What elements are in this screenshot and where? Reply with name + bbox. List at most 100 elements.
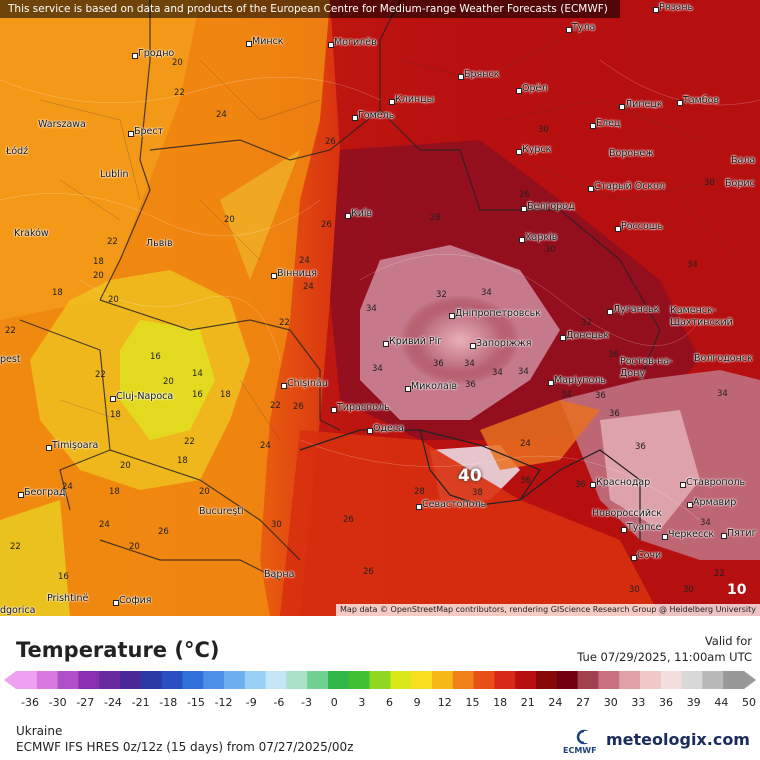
lviv-cool-zone [220, 150, 300, 280]
city-label: Орёл [515, 83, 548, 94]
scale-cell [432, 671, 454, 689]
temperature-label: 22 [279, 318, 290, 328]
city-label: Брест [127, 126, 164, 137]
temperature-label: 24 [216, 110, 227, 120]
city-label: pest [0, 354, 21, 365]
temperature-label: 22 [10, 542, 21, 552]
scale-cell [140, 671, 163, 689]
legend-title: Temperature (°C) [16, 638, 220, 662]
city-label: Борис [725, 178, 755, 189]
temperature-label: 20 [108, 295, 119, 305]
city-label: Брянск [457, 69, 500, 80]
scale-tick-label: 21 [520, 696, 535, 709]
city-label: Гродно [131, 48, 175, 59]
city-label: Львів [146, 238, 173, 249]
scale-cell [244, 671, 267, 689]
city-label: Prishtinë [47, 593, 89, 604]
scale-tick-label: 39 [686, 696, 701, 709]
temperature-label: 32 [436, 290, 447, 300]
scale-cell [515, 671, 537, 689]
temperature-label: 22 [270, 401, 281, 411]
temperature-label: 20 [172, 58, 183, 68]
temperature-label: 26 [293, 402, 304, 412]
temperature-label: 34 [518, 367, 529, 377]
valid-time: Tue 07/29/2025, 11:00am UTC [577, 650, 752, 664]
city-label: Могилёв [328, 37, 377, 48]
temperature-label: 22 [174, 88, 185, 98]
scale-cell [598, 671, 620, 689]
meteologix-brand[interactable]: meteologix.com [606, 730, 750, 749]
crimea-coast [419, 429, 541, 506]
kerch-coast [519, 449, 641, 540]
scale-tick-label: 33 [631, 696, 646, 709]
city-label: Краснодар [589, 477, 651, 488]
city-label: Тамбов [676, 95, 720, 106]
scale-cell [702, 671, 724, 689]
temperature-label: 18 [109, 487, 120, 497]
temperature-label: 26 [158, 527, 169, 537]
scale-tick-label: -3 [301, 696, 313, 709]
city-label: Клинцы [388, 94, 435, 105]
temperature-label: 34 [561, 390, 572, 400]
temperature-label: 36 [609, 409, 620, 419]
temperature-label: 18 [177, 456, 188, 466]
city-label: Kraków [14, 228, 49, 239]
city-label: Кривий Ріг [382, 336, 443, 347]
temperature-label: 18 [220, 390, 231, 400]
scale-tick-label: 36 [659, 696, 674, 709]
temperature-label: 24 [299, 256, 310, 266]
city-label: Черкесск [661, 529, 715, 540]
temperature-label: 36 [520, 476, 531, 486]
scale-tick-label: -15 [186, 696, 205, 709]
city-label: Маріуполь [547, 375, 607, 386]
temperature-map[interactable]: This service is based on data and produc… [0, 0, 760, 616]
city-label: Одеса [367, 423, 404, 434]
ecmwf-logo-text: ECMWF [563, 746, 597, 755]
city-label: Липецк [619, 99, 663, 110]
scale-tick-label: -27 [76, 696, 95, 709]
temperature-label: 18 [110, 410, 121, 420]
city-label: Warszawa [38, 119, 86, 130]
scale-tick-label: 27 [576, 696, 591, 709]
scale-tick-label: -9 [245, 696, 257, 709]
city-label: Донецьк [559, 330, 610, 341]
scale-cell [536, 671, 558, 689]
scale-cell [452, 671, 475, 689]
city-label: Луганськ [606, 304, 660, 315]
city-label: Тула [565, 22, 596, 33]
ecmwf-notice-banner: This service is based on data and produc… [0, 0, 620, 18]
temperature-label: 28 [414, 487, 425, 497]
temperature-label: 24 [303, 282, 314, 292]
scale-tick-label: 24 [548, 696, 563, 709]
city-label: Lublin [100, 169, 129, 180]
city-label: Севастополь [415, 499, 487, 510]
temperature-label: 34 [464, 359, 475, 369]
scale-cell [494, 671, 516, 689]
temperature-label: 20 [163, 377, 174, 387]
city-label: Гомель [351, 110, 395, 121]
map-attribution: Map data © OpenStreetMap contributors, r… [336, 604, 760, 616]
scale-tick-label: 44 [714, 696, 729, 709]
temperature-label: 34 [687, 260, 698, 270]
region-label: Ukraine [16, 724, 63, 738]
temperature-label: 26 [325, 137, 336, 147]
isotherms [0, 59, 760, 521]
city-label: Бала [731, 155, 756, 166]
scale-cell [57, 671, 79, 689]
scale-cell [473, 671, 495, 689]
scale-cell [390, 671, 412, 689]
scale-right-arrow [744, 671, 756, 689]
city-label: Łódź [6, 146, 29, 157]
scale-cell [348, 671, 371, 689]
scale-cells [16, 671, 745, 689]
temperature-label: 34 [372, 364, 383, 374]
city-label: dgorica [0, 605, 36, 616]
scale-cell [681, 671, 703, 689]
temperature-label: 18 [93, 257, 104, 267]
temperature-label: 22 [184, 437, 195, 447]
temperature-label: 26 [343, 515, 354, 525]
temperature-label: 22 [5, 326, 16, 336]
scale-cell [99, 671, 121, 689]
temperature-label: 20 [93, 271, 104, 281]
temperature-label: 24 [62, 482, 73, 492]
